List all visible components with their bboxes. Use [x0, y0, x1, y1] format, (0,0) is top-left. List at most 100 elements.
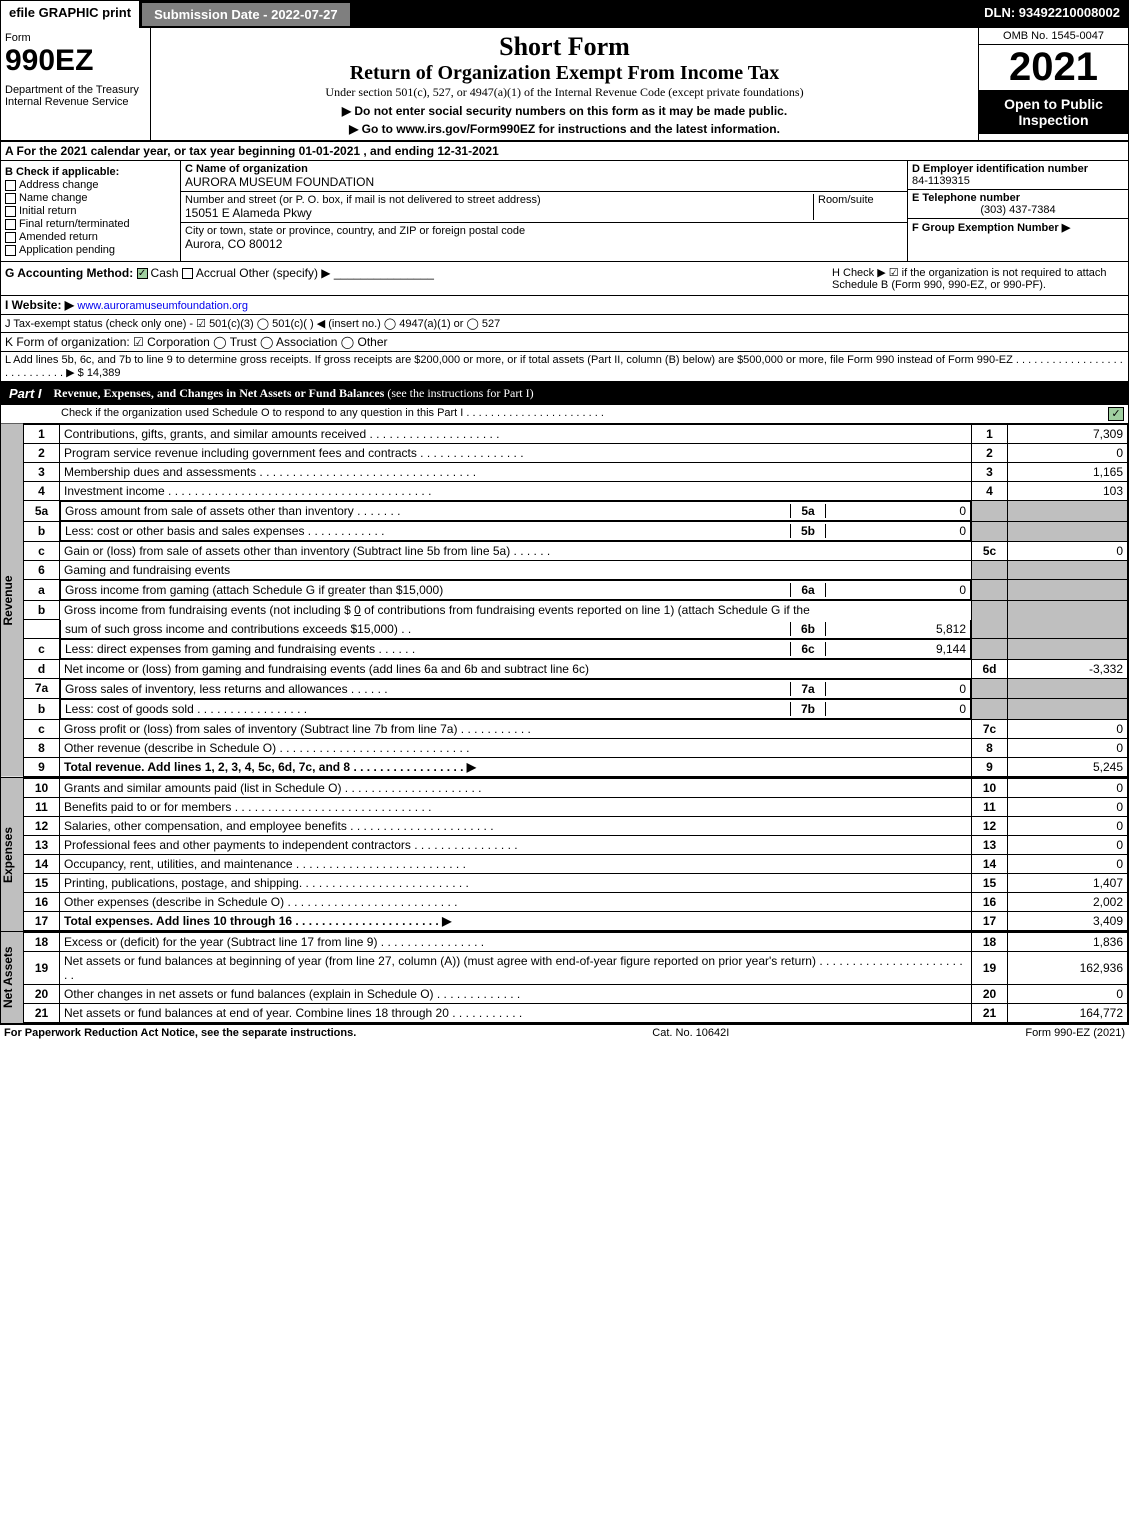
ein: 84-1139315: [912, 175, 1124, 187]
omb-number: OMB No. 1545-0047: [979, 28, 1128, 45]
form-ref: Form 990-EZ (2021): [1025, 1027, 1125, 1039]
line-6: 6Gaming and fundraising events: [24, 561, 1128, 580]
ein-label: D Employer identification number: [912, 163, 1088, 175]
expenses-section: Expenses 10Grants and similar amounts pa…: [1, 778, 1128, 932]
line-9: 9Total revenue. Add lines 1, 2, 3, 4, 5c…: [24, 757, 1128, 776]
part1-check-o: Check if the organization used Schedule …: [1, 405, 1128, 424]
dln: DLN: 93492210008002: [976, 1, 1128, 28]
cb-application-pending[interactable]: Application pending: [5, 244, 176, 256]
short-form-title: Short Form: [155, 32, 974, 62]
header: Form 990EZ Department of the Treasury In…: [1, 28, 1128, 142]
cb-cash[interactable]: ✓: [137, 268, 148, 279]
website-link[interactable]: www.auroramuseumfoundation.org: [77, 300, 248, 312]
line-18: 18Excess or (deficit) for the year (Subt…: [24, 932, 1128, 951]
main-title: Return of Organization Exempt From Incom…: [155, 62, 974, 85]
col-c-address: C Name of organization AURORA MUSEUM FOU…: [181, 161, 908, 261]
c-org-label: C Name of organization: [185, 163, 308, 175]
efile-print-button[interactable]: efile GRAPHIC print: [1, 1, 140, 28]
expenses-side-label: Expenses: [1, 778, 23, 931]
cb-initial-return[interactable]: Initial return: [5, 205, 176, 217]
tax-year: 2021: [979, 45, 1128, 90]
line-10: 10Grants and similar amounts paid (list …: [24, 778, 1128, 797]
line-5c: cGain or (loss) from sale of assets othe…: [24, 542, 1128, 561]
line-16: 16Other expenses (describe in Schedule O…: [24, 892, 1128, 911]
department: Department of the Treasury Internal Reve…: [5, 84, 146, 108]
line-19: 19Net assets or fund balances at beginni…: [24, 951, 1128, 984]
cb-amended-return[interactable]: Amended return: [5, 231, 176, 243]
line-6b-cont: sum of such gross income and contributio…: [24, 620, 1128, 639]
topbar: efile GRAPHIC print Submission Date - 20…: [1, 1, 1128, 28]
bcdef-block: B Check if applicable: Address change Na…: [1, 161, 1128, 262]
organization-name: AURORA MUSEUM FOUNDATION: [185, 175, 903, 189]
col-def: D Employer identification number 84-1139…: [908, 161, 1128, 261]
line-1: 1Contributions, gifts, grants, and simil…: [24, 425, 1128, 444]
revenue-section: Revenue 1Contributions, gifts, grants, a…: [1, 424, 1128, 778]
line-7a: 7aGross sales of inventory, less returns…: [24, 678, 1128, 699]
row-k-form-org: K Form of organization: ☑ Corporation ◯ …: [1, 333, 1128, 352]
cb-name-change[interactable]: Name change: [5, 192, 176, 204]
cb-address-change[interactable]: Address change: [5, 179, 176, 191]
row-i-website: I Website: ▶ www.auroramuseumfoundation.…: [1, 296, 1128, 315]
net-assets-side-label: Net Assets: [1, 932, 23, 1023]
line-12: 12Salaries, other compensation, and empl…: [24, 816, 1128, 835]
open-public-inspection: Open to Public Inspection: [979, 90, 1128, 134]
line-17: 17Total expenses. Add lines 10 through 1…: [24, 911, 1128, 930]
line-3: 3Membership dues and assessments . . . .…: [24, 463, 1128, 482]
tel-label: E Telephone number: [912, 192, 1020, 204]
line-6c: cLess: direct expenses from gaming and f…: [24, 639, 1128, 660]
city-state-zip: Aurora, CO 80012: [185, 237, 903, 251]
paperwork-notice: For Paperwork Reduction Act Notice, see …: [4, 1027, 356, 1039]
form-footer: For Paperwork Reduction Act Notice, see …: [0, 1025, 1129, 1041]
line-5b: bLess: cost or other basis and sales exp…: [24, 521, 1128, 542]
line-7b: bLess: cost of goods sold . . . . . . . …: [24, 699, 1128, 720]
group-exemption-label: F Group Exemption Number ▶: [912, 222, 1070, 234]
form-990ez: efile GRAPHIC print Submission Date - 20…: [0, 0, 1129, 1025]
under-section: Under section 501(c), 527, or 4947(a)(1)…: [155, 85, 974, 100]
b-label: B Check if applicable:: [5, 166, 119, 178]
line-13: 13Professional fees and other payments t…: [24, 835, 1128, 854]
line-6b: bGross income from fundraising events (n…: [24, 601, 1128, 620]
line-2: 2Program service revenue including gover…: [24, 444, 1128, 463]
line-21: 21Net assets or fund balances at end of …: [24, 1003, 1128, 1022]
line-15: 15Printing, publications, postage, and s…: [24, 873, 1128, 892]
part1-tag: Part I: [1, 382, 50, 405]
header-center: Short Form Return of Organization Exempt…: [151, 28, 978, 140]
part1-header: Part I Revenue, Expenses, and Changes in…: [1, 382, 1128, 405]
street-label: Number and street (or P. O. box, if mail…: [185, 194, 813, 206]
ssn-warning: ▶ Do not enter social security numbers o…: [155, 104, 974, 118]
row-gh: G Accounting Method: ✓Cash Accrual Other…: [1, 262, 1128, 296]
line-8: 8Other revenue (describe in Schedule O) …: [24, 738, 1128, 757]
h-schedule-b: H Check ▶ ☑ if the organization is not r…: [824, 266, 1124, 291]
cb-schedule-o[interactable]: ✓: [1108, 407, 1124, 421]
cb-final-return[interactable]: Final return/terminated: [5, 218, 176, 230]
net-assets-section: Net Assets 18Excess or (deficit) for the…: [1, 932, 1128, 1024]
line-6a: aGross income from gaming (attach Schedu…: [24, 580, 1128, 601]
city-label: City or town, state or province, country…: [185, 225, 903, 237]
row-j-tax-exempt: J Tax-exempt status (check only one) - ☑…: [1, 315, 1128, 333]
telephone: (303) 437-7384: [912, 204, 1124, 216]
form-number: 990EZ: [5, 44, 146, 78]
submission-date-button[interactable]: Submission Date - 2022-07-27: [141, 2, 351, 27]
col-b-checkboxes: B Check if applicable: Address change Na…: [1, 161, 181, 261]
cb-accrual[interactable]: [182, 268, 193, 279]
revenue-side-label: Revenue: [1, 424, 23, 777]
line-7c: cGross profit or (loss) from sales of in…: [24, 719, 1128, 738]
form-label: Form: [5, 32, 146, 44]
line-14: 14Occupancy, rent, utilities, and mainte…: [24, 854, 1128, 873]
g-other: Other (specify) ▶: [239, 266, 330, 280]
g-label: G Accounting Method:: [5, 266, 133, 280]
line-20: 20Other changes in net assets or fund ba…: [24, 984, 1128, 1003]
header-right: OMB No. 1545-0047 2021 Open to Public In…: [978, 28, 1128, 140]
line-5a: 5aGross amount from sale of assets other…: [24, 501, 1128, 522]
line-11: 11Benefits paid to or for members . . . …: [24, 797, 1128, 816]
goto-link[interactable]: ▶ Go to www.irs.gov/Form990EZ for instru…: [155, 122, 974, 136]
header-left: Form 990EZ Department of the Treasury In…: [1, 28, 151, 140]
line-4: 4Investment income . . . . . . . . . . .…: [24, 482, 1128, 501]
room-label: Room/suite: [818, 194, 903, 206]
i-label: I Website: ▶: [5, 298, 74, 312]
row-a-tax-year: A For the 2021 calendar year, or tax yea…: [1, 142, 1128, 161]
line-6d: dNet income or (loss) from gaming and fu…: [24, 659, 1128, 678]
cat-no: Cat. No. 10642I: [356, 1027, 1025, 1039]
row-l-gross-receipts: L Add lines 5b, 6c, and 7b to line 9 to …: [1, 352, 1128, 382]
street-address: 15051 E Alameda Pkwy: [185, 206, 813, 220]
